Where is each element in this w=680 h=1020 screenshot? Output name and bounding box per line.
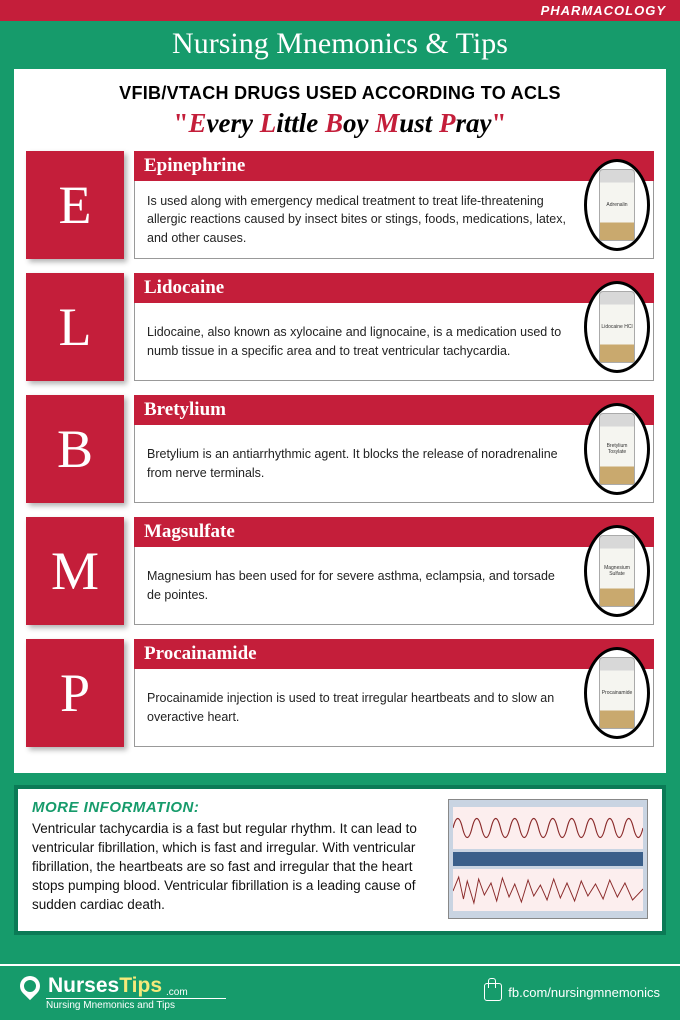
drug-description: Lidocaine, also known as xylocaine and l… (134, 303, 654, 381)
nurse-cap-icon (16, 971, 44, 999)
ecg-image (448, 799, 648, 919)
drug-letter: B (26, 395, 124, 503)
drug-description: Magnesium has been used for for severe a… (134, 547, 654, 625)
drug-name: Procainamide (134, 639, 654, 669)
mnemonic-phrase: "Every Little Boy Must Pray" (26, 106, 654, 151)
main-card: VFIB/VTACH DRUGS USED ACCORDING TO ACLS … (14, 69, 666, 773)
drug-letter: M (26, 517, 124, 625)
social-link[interactable]: fb.com/nursingmnemonics (484, 983, 660, 1001)
drug-row: M Magsulfate Magnesium has been used for… (26, 517, 654, 625)
thumbs-up-icon (484, 983, 502, 1001)
drug-vial-image: Lidocaine HCl (584, 281, 650, 373)
drug-name: Epinephrine (134, 151, 654, 181)
drug-row: L Lidocaine Lidocaine, also known as xyl… (26, 273, 654, 381)
drug-row: E Epinephrine Is used along with emergen… (26, 151, 654, 259)
category-label: PHARMACOLOGY (541, 3, 666, 18)
drug-name: Lidocaine (134, 273, 654, 303)
subtitle: VFIB/VTACH DRUGS USED ACCORDING TO ACLS (26, 79, 654, 106)
ecg-strip-vfib (453, 869, 643, 911)
drug-vial-image: Magnesium Sulfate (584, 525, 650, 617)
drug-letter: L (26, 273, 124, 381)
info-body: Ventricular tachycardia is a fast but re… (32, 820, 434, 914)
drug-description: Is used along with emergency medical tre… (134, 181, 654, 259)
drug-letter: E (26, 151, 124, 259)
ecg-strip-vtach (453, 807, 643, 849)
drug-description: Procainamide injection is used to treat … (134, 669, 654, 747)
drug-vial-image: Procainamide (584, 647, 650, 739)
drug-vial-image: Adrenalin (584, 159, 650, 251)
footer: NursesTips .com Nursing Mnemonics and Ti… (0, 964, 680, 1020)
drug-name: Bretylium (134, 395, 654, 425)
drug-description: Bretylium is an antiarrhythmic agent. It… (134, 425, 654, 503)
brand-logo: NursesTips .com (20, 974, 226, 998)
drug-list: E Epinephrine Is used along with emergen… (26, 151, 654, 747)
drug-row: P Procainamide Procainamide injection is… (26, 639, 654, 747)
page-title: Nursing Mnemonics & Tips (0, 21, 680, 69)
drug-name: Magsulfate (134, 517, 654, 547)
brand-tagline: Nursing Mnemonics and Tips (46, 998, 226, 1011)
drug-vial-image: Bretylium Tosylate (584, 403, 650, 495)
category-bar: PHARMACOLOGY (0, 0, 680, 21)
social-text: fb.com/nursingmnemonics (508, 985, 660, 1000)
more-info-box: MORE INFORMATION: Ventricular tachycardi… (14, 785, 666, 935)
drug-letter: P (26, 639, 124, 747)
info-heading: MORE INFORMATION: (32, 799, 434, 816)
drug-row: B Bretylium Bretylium is an antiarrhythm… (26, 395, 654, 503)
